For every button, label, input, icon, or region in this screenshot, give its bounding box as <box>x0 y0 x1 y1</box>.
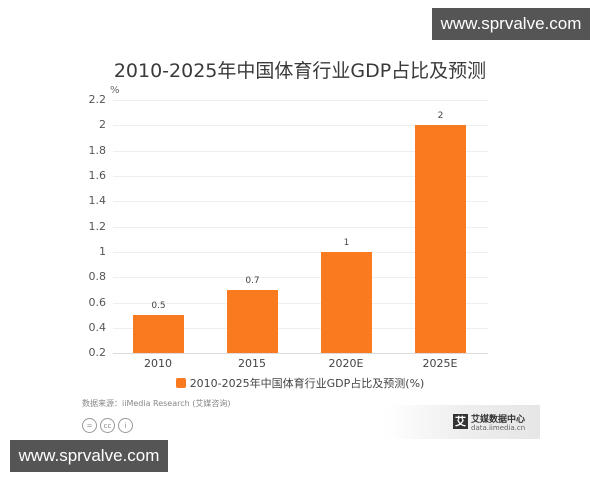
y-tick: 0.6 <box>88 296 107 309</box>
y-tick: 1.4 <box>88 194 107 207</box>
gridline <box>113 252 488 253</box>
bar-2020e[interactable] <box>321 251 372 353</box>
x-tick: 2020E <box>328 357 364 370</box>
gridline <box>113 125 488 126</box>
legend[interactable]: 2010-2025年中国体育行业GDP占比及预测(%) <box>0 375 600 391</box>
y-tick: 2 <box>99 118 106 131</box>
y-tick: 1.2 <box>88 220 107 233</box>
bar-2010[interactable] <box>133 315 184 353</box>
gridline <box>113 328 488 329</box>
watermark-top: www.sprvalve.com <box>432 8 590 40</box>
gridline <box>113 201 488 202</box>
creative-commons-icon: cc <box>100 418 115 433</box>
chart-title: 2010-2025年中国体育行业GDP占比及预测 <box>113 60 487 82</box>
license-icons: = cc i <box>82 418 133 433</box>
x-tick: 2025E <box>422 357 458 370</box>
attribution-icon: i <box>118 418 133 433</box>
y-tick: 0.8 <box>88 270 107 283</box>
gridline <box>113 303 488 304</box>
gridline <box>113 227 488 228</box>
bar-2025e[interactable] <box>415 125 466 353</box>
y-axis-unit: % <box>110 85 120 96</box>
y-tick: 0.4 <box>88 321 107 334</box>
watermark-bottom: www.sprvalve.com <box>10 440 168 472</box>
legend-label: 2010-2025年中国体育行业GDP占比及预测(%) <box>189 377 425 390</box>
value-label: 2 <box>437 111 444 122</box>
x-tick: 2010 <box>144 357 172 370</box>
gridline <box>113 277 488 278</box>
y-tick: 0.2 <box>88 346 107 359</box>
y-tick: 1.8 <box>88 144 107 157</box>
iimedia-logo-icon: 艾 <box>453 414 468 429</box>
gridline <box>113 100 488 101</box>
brand-block: 艾 艾媒数据中心 data.iimedia.cn <box>385 405 540 439</box>
gridline <box>113 151 488 152</box>
y-tick: 2.2 <box>88 93 107 106</box>
value-label: 0.5 <box>151 301 166 312</box>
x-tick: 2015 <box>238 357 266 370</box>
no-derivatives-icon: = <box>82 418 97 433</box>
value-label: 0.7 <box>245 275 260 286</box>
x-axis-line <box>113 353 488 354</box>
source-note: 数据来源：iiMedia Research (艾媒咨询) <box>82 399 231 408</box>
y-tick: 1.6 <box>88 169 107 182</box>
brand-name: 艾媒数据中心 <box>471 415 526 425</box>
brand-url: data.iimedia.cn <box>471 424 526 432</box>
gridline <box>113 176 488 177</box>
y-tick: 1 <box>99 245 106 258</box>
bar-2015[interactable] <box>227 289 278 353</box>
legend-swatch <box>175 378 186 388</box>
value-label: 1 <box>343 237 350 248</box>
